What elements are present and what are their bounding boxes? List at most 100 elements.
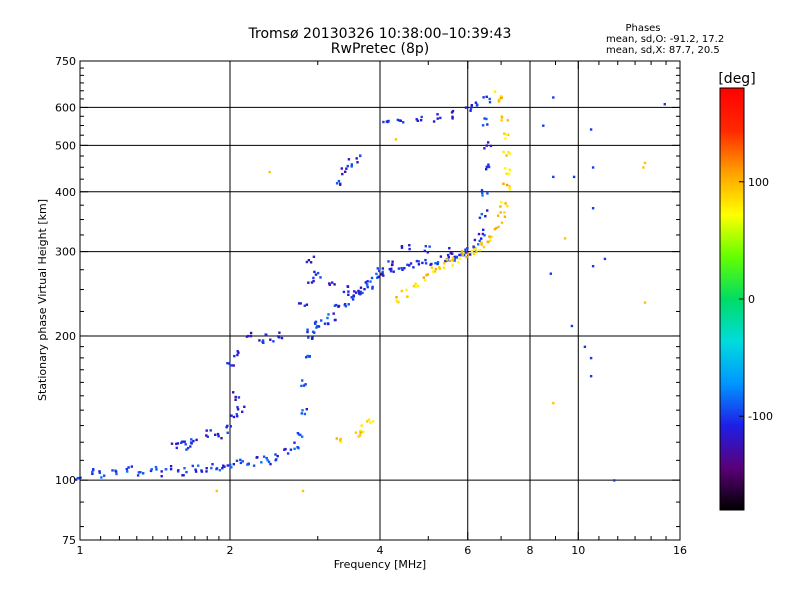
x-axis-label: Frequency [MHz] (334, 558, 426, 571)
data-point (216, 432, 220, 436)
data-point (236, 408, 240, 411)
data-point (344, 170, 347, 173)
data-point (91, 472, 94, 475)
data-point (591, 166, 595, 169)
data-point (230, 414, 233, 417)
data-point (480, 189, 484, 192)
data-point (414, 282, 417, 285)
data-point (236, 406, 239, 409)
data-point (475, 250, 478, 253)
data-point (354, 431, 357, 434)
data-point (481, 124, 485, 127)
colorbar-tick-label: 0 (748, 293, 755, 306)
data-point (274, 459, 277, 462)
data-point (504, 167, 507, 170)
data-point (552, 175, 555, 179)
data-point (499, 205, 502, 208)
data-point (260, 461, 263, 464)
data-point (226, 464, 229, 467)
data-point (306, 354, 309, 358)
data-point (359, 293, 362, 296)
data-point (428, 245, 431, 248)
data-point (210, 466, 213, 470)
data-point (359, 154, 362, 157)
data-point (385, 120, 389, 123)
data-point (137, 471, 141, 474)
data-point (362, 430, 365, 434)
data-point (305, 303, 309, 306)
data-point (246, 463, 249, 466)
data-point (486, 123, 489, 126)
data-point (572, 175, 576, 179)
data-point (402, 121, 405, 124)
data-point (331, 281, 334, 284)
data-point (170, 442, 174, 445)
data-point (205, 470, 208, 473)
data-point (458, 253, 461, 257)
data-point (337, 179, 341, 183)
data-point (486, 192, 489, 195)
data-point (125, 467, 128, 471)
data-point (500, 116, 504, 119)
data-point (220, 437, 223, 440)
data-point (264, 333, 267, 336)
data-point (426, 273, 429, 276)
data-point (390, 263, 394, 267)
data-point (189, 445, 192, 448)
data-point (311, 330, 315, 333)
data-point (484, 215, 487, 218)
data-point (205, 467, 208, 470)
data-point (186, 446, 190, 450)
data-point (508, 188, 511, 191)
data-point (377, 275, 380, 278)
data-point (455, 255, 458, 259)
data-point (310, 281, 314, 284)
data-point (293, 447, 296, 450)
data-point (278, 336, 281, 339)
data-point (269, 462, 272, 466)
phase-stats-heading: Phases (625, 23, 660, 34)
chart-title: Tromsø 20130326 10:38:00–10:39:43 (248, 26, 512, 42)
data-point (476, 103, 479, 106)
data-point (341, 172, 344, 176)
data-point (209, 429, 212, 432)
data-point (194, 470, 198, 473)
data-point (300, 384, 303, 388)
data-point (305, 408, 308, 411)
data-point (464, 248, 467, 251)
data-point (233, 354, 236, 358)
data-point (296, 446, 299, 449)
data-point (591, 207, 595, 210)
data-point (215, 489, 218, 493)
y-tick-label: 200 (55, 330, 76, 343)
data-point (276, 454, 279, 458)
data-point (366, 280, 369, 283)
data-point (155, 468, 158, 471)
data-point (400, 289, 403, 293)
data-point (206, 435, 209, 438)
data-point (359, 431, 362, 434)
data-point (169, 468, 173, 471)
data-point (232, 364, 235, 367)
data-point (424, 258, 427, 262)
data-point (438, 266, 441, 269)
data-point (408, 244, 411, 247)
data-point (185, 448, 188, 451)
data-point (549, 272, 552, 275)
axes: 1 2 4 6 8 10 16 75 100 200 300 400 500 600 750 (55, 55, 687, 557)
data-point (482, 96, 485, 99)
data-point (500, 114, 503, 118)
data-point (508, 168, 511, 171)
data-point (232, 391, 235, 394)
data-point (190, 438, 193, 441)
data-point (493, 90, 497, 93)
data-point (183, 440, 186, 443)
data-points (75, 90, 666, 493)
data-point (448, 247, 451, 250)
data-point (205, 429, 208, 432)
data-point (369, 421, 372, 424)
data-point (430, 262, 433, 266)
data-point (445, 258, 449, 261)
data-point (417, 263, 421, 266)
chart-subtitle: RwPretec (8p) (331, 41, 429, 57)
